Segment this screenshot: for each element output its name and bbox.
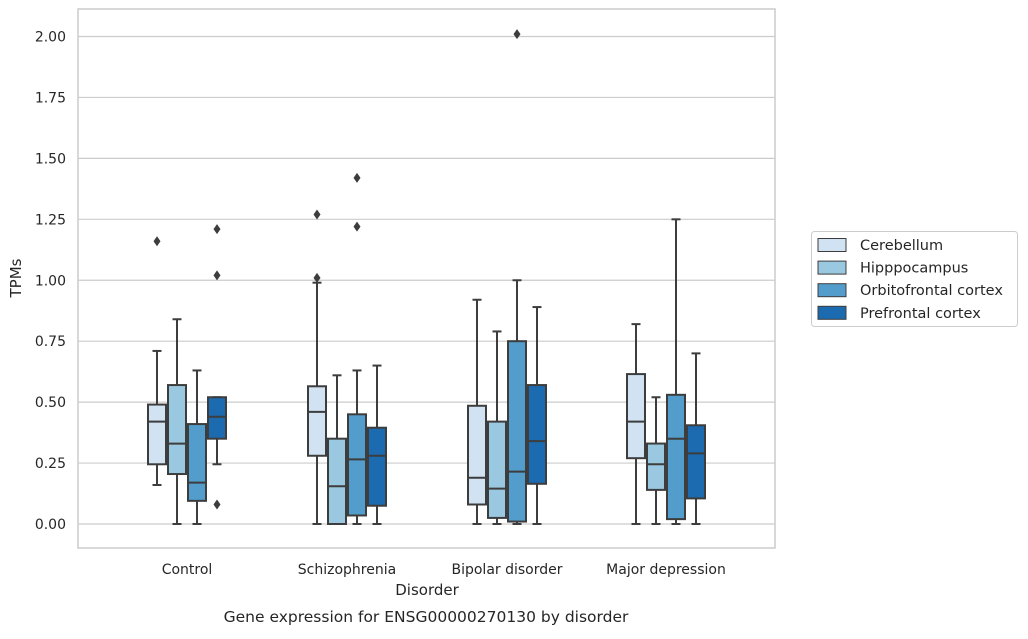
outlier-point [313,272,321,283]
y-axis-title: TPMs [7,258,25,298]
box-2-1 [487,330,507,525]
box-iqr [347,413,367,517]
box-iqr [327,437,347,525]
y-tick-label: 0.50 [35,395,66,411]
outlier-point [213,270,221,281]
tick-labels: 0.00 0.25 0.50 0.75 1.00 1.25 1.50 1.75 2.00 Cont… [35,30,726,579]
x-axis-title: Disorder [395,581,459,599]
y-tick-label: 1.00 [35,273,66,289]
x-tick-label: Control [162,562,213,578]
x-tick-label: Major depression [606,562,726,578]
outlier-point [153,236,161,247]
legend-swatch [817,238,847,252]
outlier-point [213,224,221,235]
legend-swatch [817,283,847,298]
box-3-0 [626,323,646,525]
outlier-point [353,172,361,183]
y-tick-label: 0.25 [35,456,66,472]
box-iqr [626,373,646,460]
box-0-3 [207,224,227,510]
y-tick-label: 1.25 [35,212,66,228]
box-2-0 [467,298,487,525]
plot-frame [77,8,776,549]
box-iqr [507,340,527,523]
box-iqr [686,424,706,500]
box-iqr [666,393,686,521]
box-iqr [207,396,227,440]
box-0-1 [167,318,187,525]
box-iqr [367,426,387,507]
box-iqr [187,423,207,502]
box-3-3 [686,352,706,525]
legend-swatch [817,260,847,275]
box-iqr [307,385,327,457]
axes-border [77,8,776,549]
box-3-1 [646,396,666,525]
y-tick-label: 2.00 [35,30,66,46]
box-iqr [646,442,666,491]
box-iqr [167,384,187,476]
x-tick-label: Schizophrenia [298,562,396,578]
box-3-2 [666,218,686,525]
legend-label: Cerebellum [860,238,943,254]
legend-frame [811,231,1018,327]
box-2-3 [527,306,547,525]
legend-label: Hipppocampus [860,261,968,277]
box-iqr [487,420,507,519]
box-iqr [467,404,487,506]
outlier-point [313,209,321,220]
box-iqr [527,384,547,485]
outlier-point [513,29,521,40]
x-tick-label: Bipolar disorder [451,562,562,578]
box-1-3 [367,364,387,525]
outlier-point [353,221,361,232]
boxes [147,29,706,525]
box-1-2 [347,172,367,525]
y-tick-label: 1.75 [35,90,66,106]
box-iqr [147,403,167,466]
legend-label: Prefrontal cortex [860,306,981,322]
box-1-0 [307,209,327,525]
outlier-point [213,499,221,510]
box-0-0 [147,236,167,486]
box-2-2 [507,29,527,525]
y-tick-label: 0.00 [35,517,66,533]
legend-label: Orbitofrontal cortex [860,283,1003,299]
y-tick-label: 1.50 [35,151,66,167]
figure-caption: Gene expression for ENSG00000270130 by d… [224,608,629,626]
box-1-1 [327,374,347,525]
legend-swatch [817,305,847,320]
legend: Cerebellum Hipppocampus Orbitofrontal cort… [811,231,1018,327]
y-tick-label: 0.75 [35,334,66,350]
box-0-2 [187,369,207,525]
